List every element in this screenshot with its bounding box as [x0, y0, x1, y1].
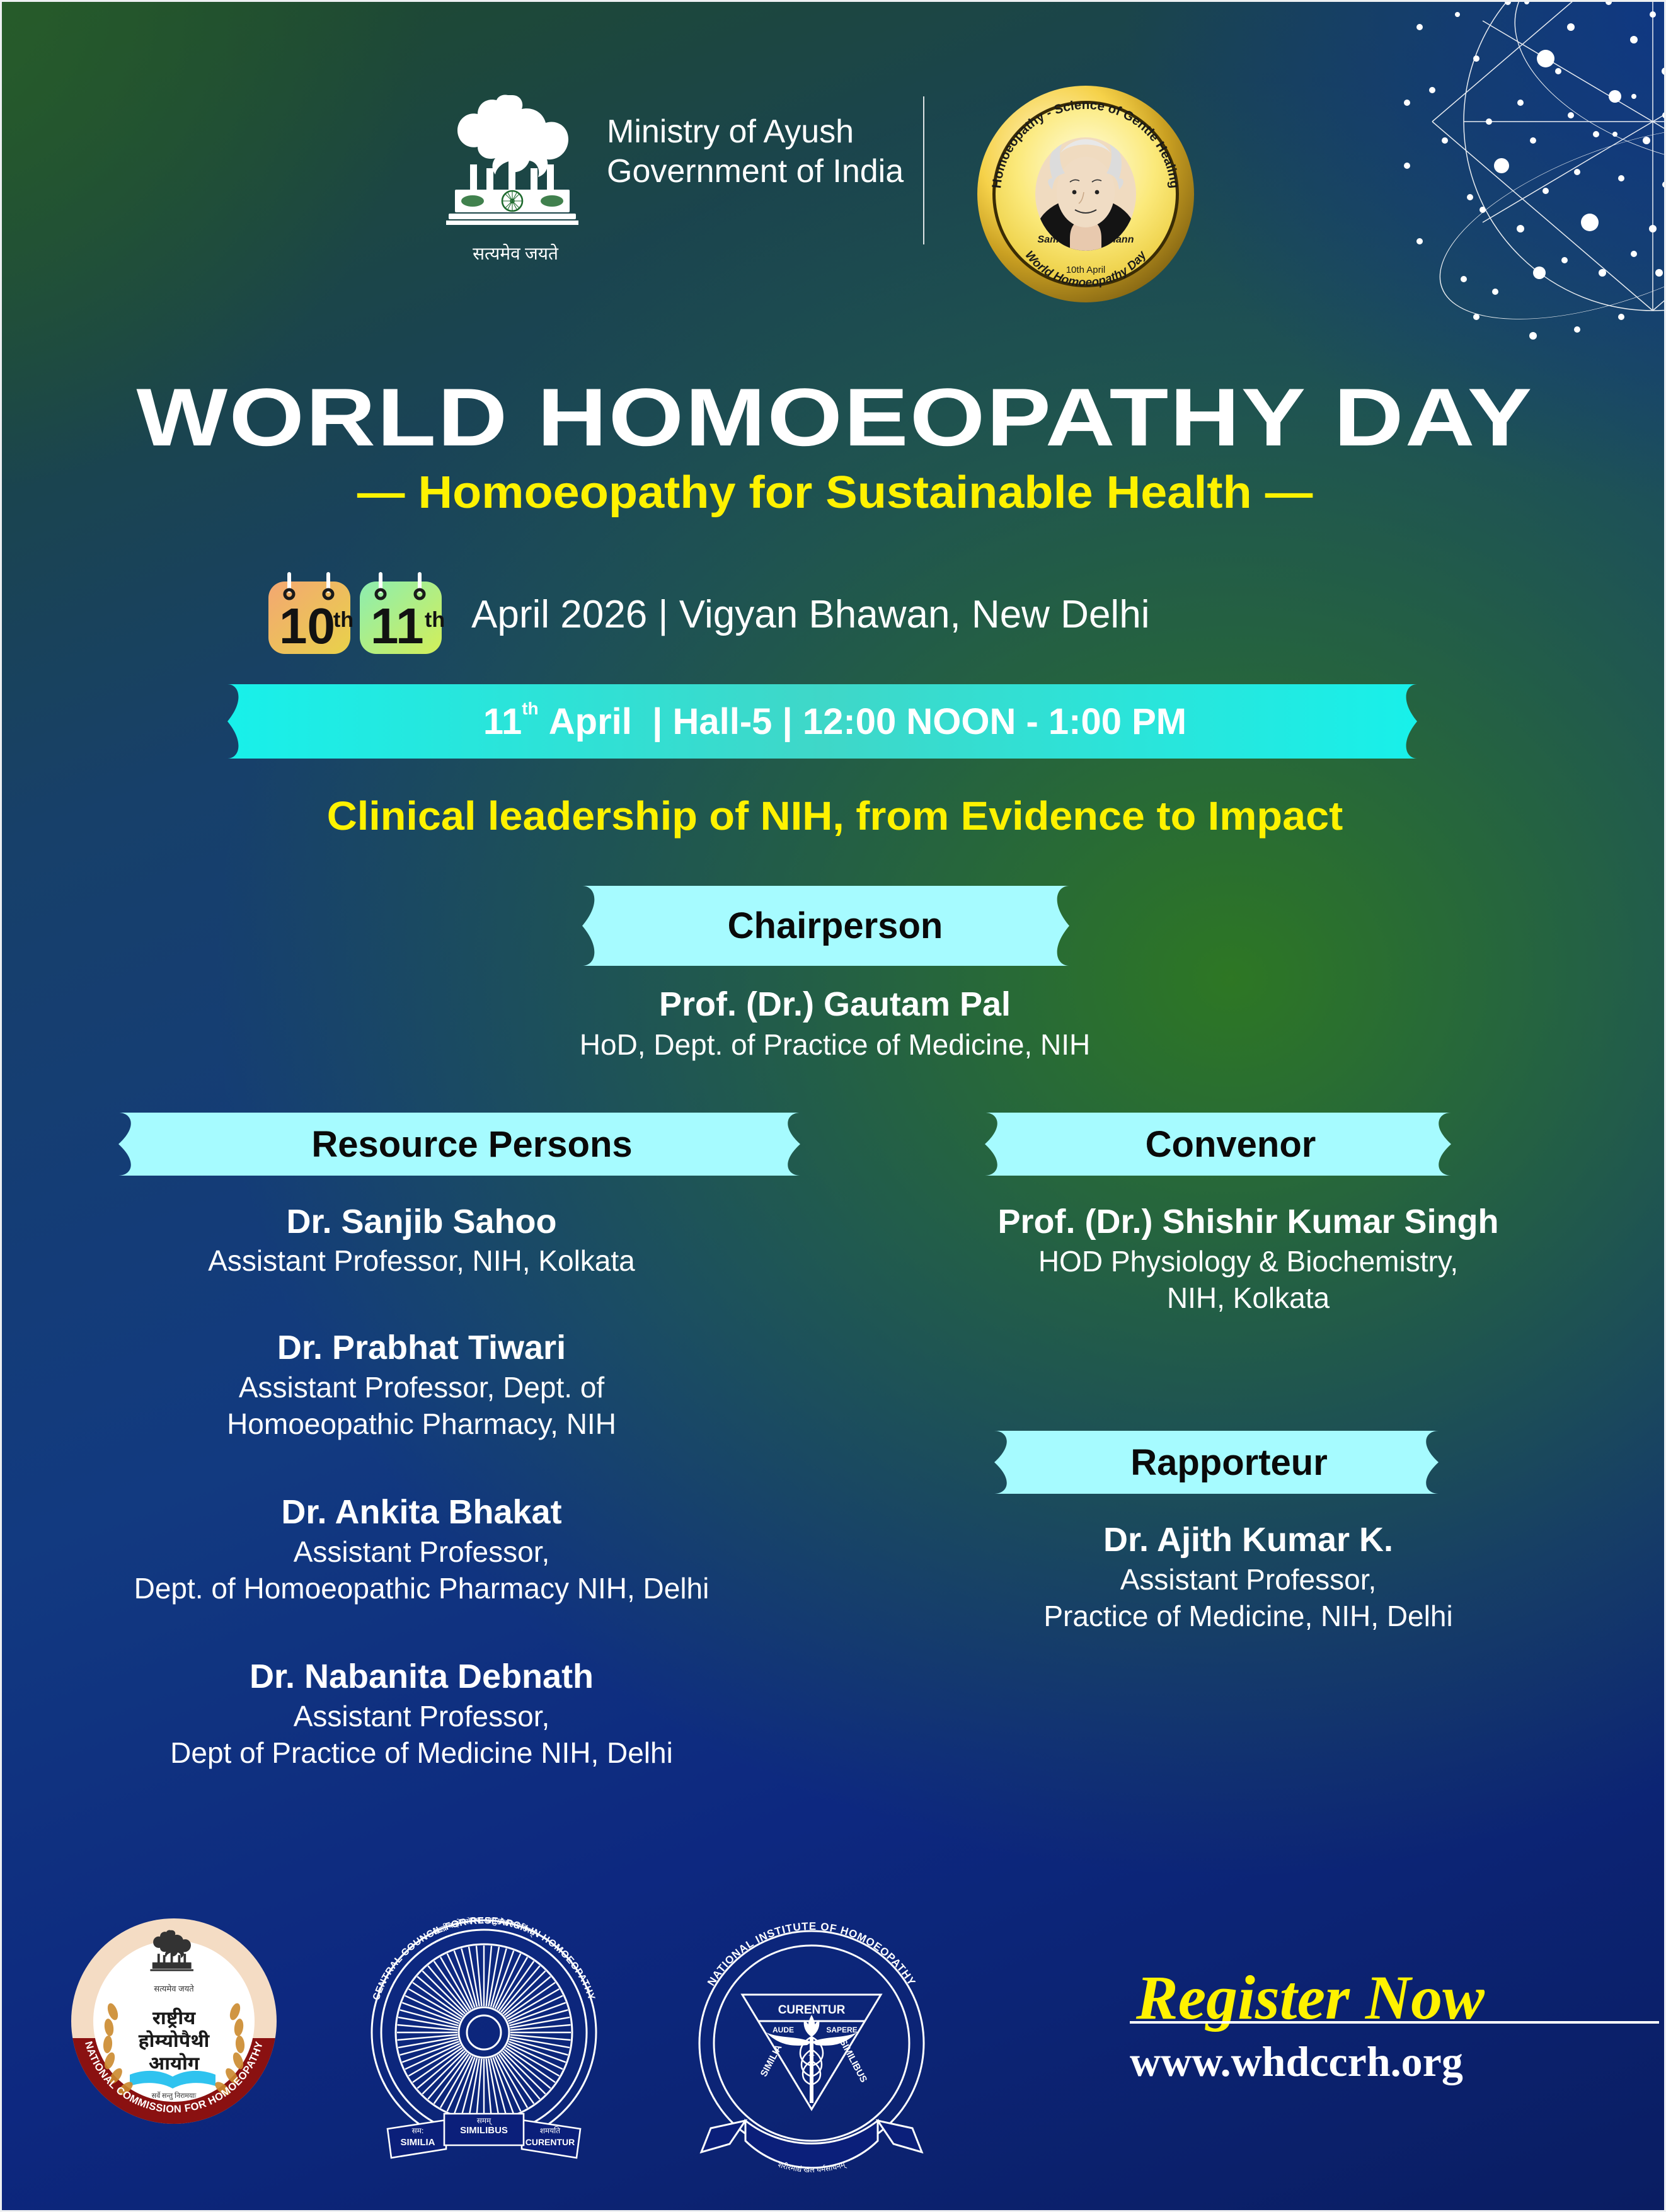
svg-text:सम:: सम:: [412, 2126, 424, 2136]
svg-text:शमयति: शमयति: [540, 2126, 561, 2136]
svg-text:CURENTUR: CURENTUR: [778, 2003, 846, 2017]
svg-text:11: 11: [371, 598, 424, 654]
svg-text:SIMILIBUS: SIMILIBUS: [460, 2125, 508, 2136]
svg-text:10: 10: [279, 598, 335, 654]
svg-text:राष्ट्रीय: राष्ट्रीय: [152, 2007, 197, 2032]
svg-text:सर्वे सन्तु निरामयाः: सर्वे सन्तु निरामयाः: [152, 2092, 197, 2101]
svg-text:th: th: [425, 608, 445, 632]
svg-text:सत्यमेव जयते: सत्यमेव जयते: [154, 1984, 194, 1993]
svg-text:th: th: [333, 608, 353, 632]
svg-text:SAPERE: SAPERE: [826, 2026, 857, 2034]
svg-text:CURENTUR: CURENTUR: [526, 2137, 575, 2147]
svg-text:✦: ✦: [807, 2051, 815, 2061]
svg-text:समम्: समम्: [477, 2116, 492, 2126]
svg-text:SIMILIA: SIMILIA: [401, 2137, 435, 2148]
svg-text:AUDE: AUDE: [773, 2026, 794, 2034]
svg-text:होम्योपैथी: होम्योपैथी: [139, 2029, 210, 2055]
svg-text:10th April: 10th April: [1066, 265, 1106, 275]
svg-text:NATIONAL INSTITUTE OF HOMOEOPA: NATIONAL INSTITUTE OF HOMOEOPATHY: [705, 1920, 918, 1988]
svg-text:SIMILIA: SIMILIA: [759, 2043, 784, 2078]
